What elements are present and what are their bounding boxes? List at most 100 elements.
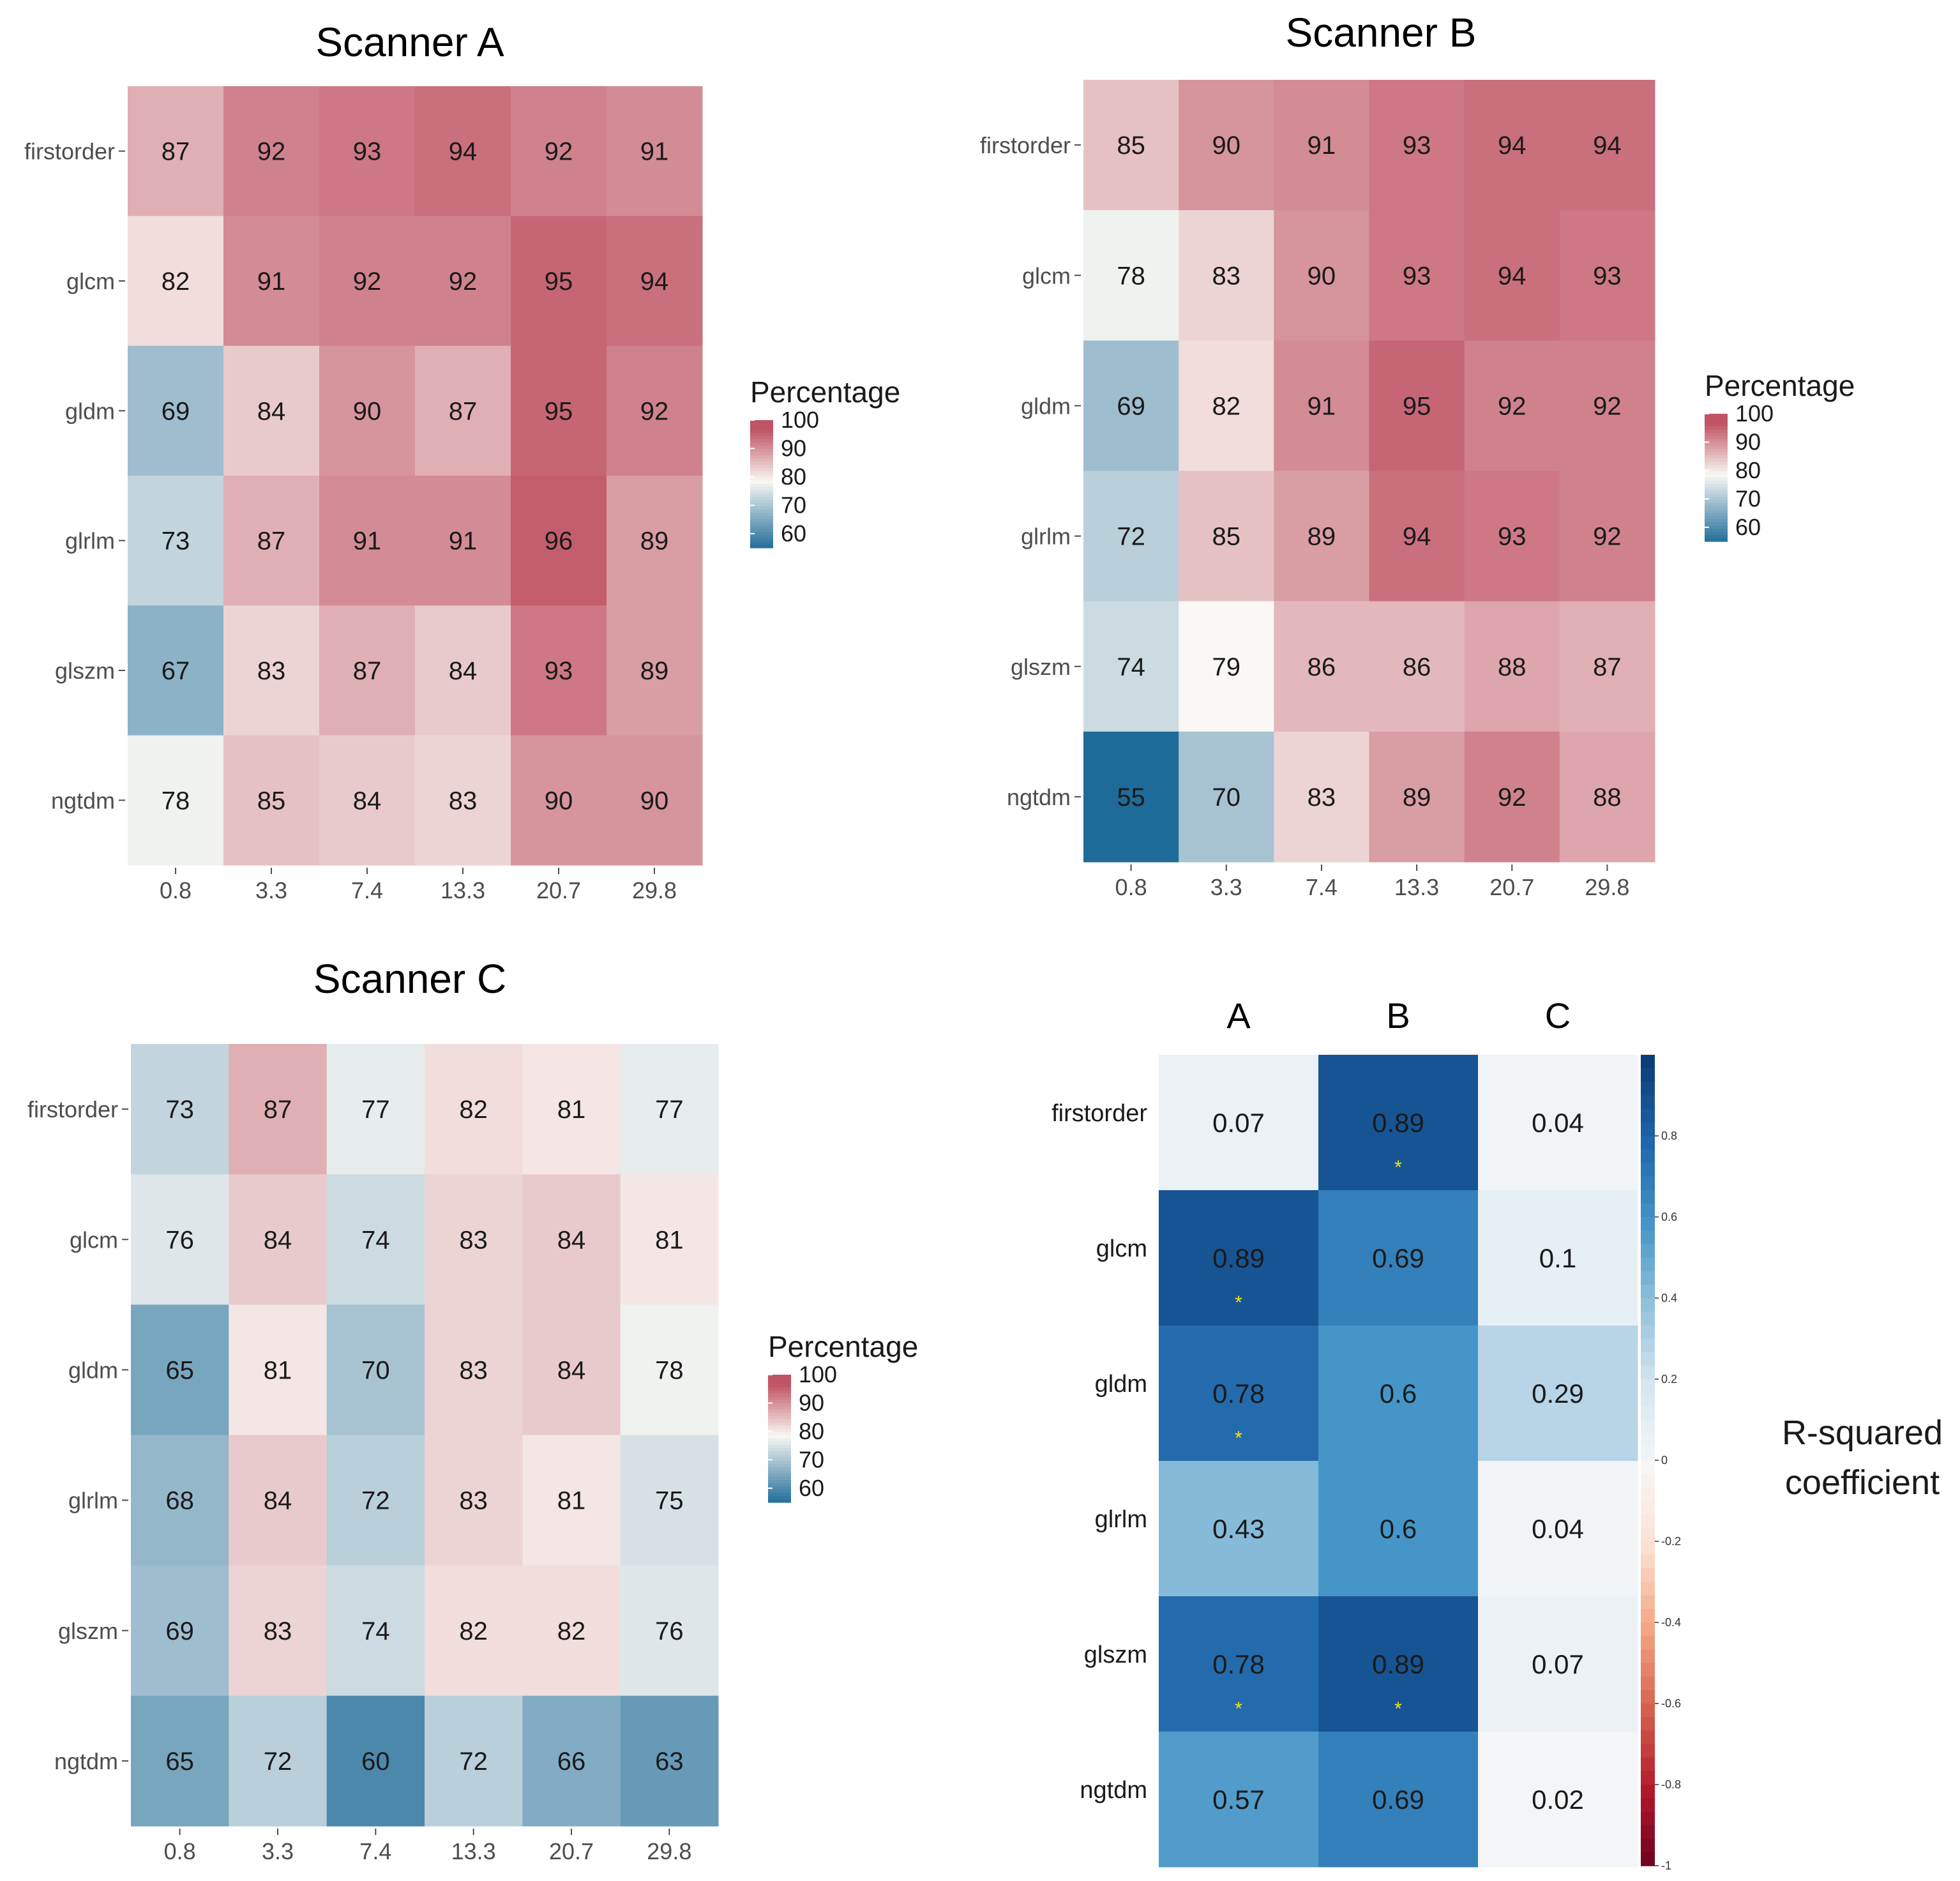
cell-value: 85 <box>1117 132 1145 160</box>
colorbar-gradient-step <box>1641 1798 1655 1813</box>
cell-value: 66 <box>557 1748 586 1776</box>
heatmap-cell <box>1464 601 1560 732</box>
row-label: firstorder <box>980 132 1071 158</box>
heatmap-cell <box>425 1695 523 1827</box>
column-label: 0.8 <box>160 877 192 903</box>
legend-gradient-step <box>1705 529 1728 533</box>
cell-value: 72 <box>1117 523 1145 551</box>
cell-value: 89 <box>1403 783 1431 812</box>
heatmap-cell <box>128 735 224 866</box>
legend-gradient-step <box>750 538 773 542</box>
heatmap-cell <box>326 1565 425 1696</box>
legend-gradient-step <box>1705 423 1728 427</box>
cell-value: 96 <box>545 527 573 555</box>
heatmap-cell <box>522 1304 621 1435</box>
cell-value: 74 <box>1117 653 1145 681</box>
cell-value: 84 <box>557 1356 586 1384</box>
cell-value: 83 <box>1212 262 1241 290</box>
rsquared-value: 0.07 <box>1532 1649 1584 1679</box>
legend-gradient-step <box>1705 433 1728 437</box>
legend-gradient-step <box>768 1470 791 1474</box>
legend-gradient-step <box>768 1448 791 1452</box>
cell-value: 93 <box>1593 262 1622 290</box>
heatmap-cell <box>1464 210 1560 341</box>
heatmap-cell <box>511 605 607 736</box>
heatmap-cell <box>1179 731 1274 863</box>
heatmap-cell <box>620 1174 719 1305</box>
rsquared-cell <box>1159 1596 1319 1732</box>
colorbar-gradient-step <box>1641 1433 1655 1447</box>
cell-value: 89 <box>1308 523 1336 551</box>
column-label: 20.7 <box>1489 874 1534 900</box>
legend-gradient-step <box>1705 535 1728 539</box>
rsquared-row-label: gldm <box>1095 1371 1147 1398</box>
legend-gradient-step <box>768 1403 791 1407</box>
legend-gradient-step <box>768 1400 791 1404</box>
rsquared-cell <box>1478 1732 1638 1868</box>
legend-gradient-step <box>750 423 773 427</box>
legend-tick-label: 90 <box>799 1389 824 1416</box>
column-label: 13.3 <box>1394 874 1439 900</box>
legend-gradient-step <box>768 1384 791 1388</box>
colorbar-gradient-step <box>1641 1568 1655 1583</box>
colorbar-gradient-step <box>1641 1541 1655 1555</box>
rsquared-matrix: 0.07 0.89 * 0.04 0.89 * 0.69 0.1 0.78 * 0.6 0.29 0.4… <box>1052 995 1943 1872</box>
cell-value: 84 <box>353 787 382 815</box>
heatmap-cell <box>522 1435 621 1566</box>
legend-gradient-step <box>768 1442 791 1446</box>
legend-gradient-step <box>750 446 773 449</box>
heatmap-cell <box>425 1044 523 1175</box>
heatmap-cell <box>522 1174 621 1305</box>
cell-value: 69 <box>162 397 190 425</box>
row-label: glszm <box>55 658 115 684</box>
legend-gradient-step <box>1705 458 1728 462</box>
colorbar-tick-label: -1 <box>1661 1859 1671 1872</box>
cell-value: 84 <box>449 657 478 685</box>
cell-value: 87 <box>449 397 478 425</box>
rsquared-caption-line: coefficient <box>1785 1463 1940 1502</box>
heatmap-cell <box>1083 471 1179 602</box>
cell-value: 95 <box>545 268 573 296</box>
legend-gradient-step <box>768 1451 791 1455</box>
cell-value: 91 <box>449 527 478 555</box>
heatmap-cell <box>522 1565 621 1696</box>
significance-star: * <box>1394 1157 1402 1178</box>
colorbar-gradient-step <box>1641 1217 1655 1231</box>
legend-tick-label: 60 <box>1735 514 1761 540</box>
legend-gradient-step <box>750 516 773 520</box>
heatmap-cell <box>522 1044 621 1175</box>
heatmap-cell <box>1179 601 1274 732</box>
cell-value: 92 <box>545 138 573 166</box>
cell-value: 87 <box>1593 653 1622 681</box>
column-label: 7.4 <box>1306 874 1338 900</box>
heatmap-cell <box>223 345 320 476</box>
legend-gradient-step <box>768 1387 791 1391</box>
row-label: ngtdm <box>1007 784 1071 810</box>
legend-tick-label: 90 <box>1735 428 1761 455</box>
cell-value: 84 <box>264 1487 292 1515</box>
cell-value: 94 <box>1593 132 1622 160</box>
heatmap-cell <box>607 86 703 216</box>
legend-gradient-step <box>768 1423 791 1426</box>
rsquared-cell <box>1318 1596 1479 1732</box>
colorbar-gradient-step <box>1641 1149 1655 1164</box>
heatmap-cell <box>1559 471 1655 602</box>
colorbar-gradient-step <box>1641 1352 1655 1366</box>
legend-gradient-step <box>750 484 773 488</box>
heatmap-cell <box>1369 340 1465 471</box>
legend-gradient-step <box>768 1381 791 1385</box>
heatmap-cell <box>223 605 320 736</box>
heatmap-cell <box>319 476 416 606</box>
cell-value: 89 <box>640 527 669 555</box>
legend-gradient-step <box>1705 487 1728 491</box>
cell-value: 75 <box>655 1487 684 1515</box>
colorbar-tick-label: 0.4 <box>1661 1292 1677 1304</box>
cell-value: 72 <box>361 1487 390 1515</box>
rsquared-value: 0.69 <box>1372 1243 1424 1273</box>
cell-value: 68 <box>165 1487 194 1515</box>
colorbar-gradient-step <box>1641 1676 1655 1691</box>
colorbar-gradient-step <box>1641 1190 1655 1204</box>
cell-value: 69 <box>1117 392 1145 420</box>
colorbar-gradient-step <box>1641 1622 1655 1636</box>
